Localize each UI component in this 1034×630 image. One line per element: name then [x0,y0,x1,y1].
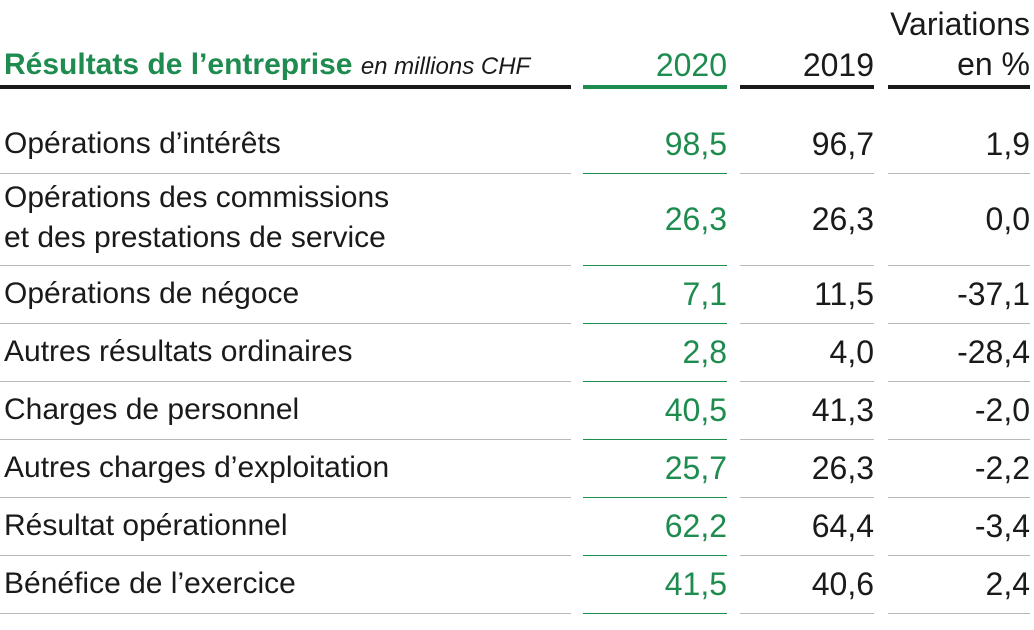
row-divider [888,497,1030,498]
value-2020: 98,5 [664,126,727,162]
value-2020: 7,1 [682,276,727,312]
row-divider [740,555,874,556]
row-divider [888,381,1030,382]
header-rule-variation [888,85,1030,89]
title-main: Résultats de l’entreprise [4,48,353,81]
row-divider [888,265,1030,266]
table-row: Bénéfice de l’exercice 41,5 40,6 2,4 [0,556,1034,614]
row-divider [0,173,571,174]
header-rule-2020 [583,85,727,89]
row-divider [0,323,571,324]
table-title: Résultats de l’entreprise en millions CH… [4,46,530,86]
column-header-2020: 2020 [655,47,727,83]
row-divider-2020 [583,555,727,556]
value-2020: 25,7 [664,450,727,486]
value-2019: 41,3 [811,392,874,428]
row-divider [888,613,1030,614]
value-2019: 64,4 [811,508,874,544]
header-rule-2019 [740,85,874,89]
value-2020: 26,3 [664,201,727,237]
row-label-line2: et des prestations de service [4,221,386,254]
row-divider [0,555,571,556]
column-header-2019: 2019 [802,47,874,83]
row-label: Autres résultats ordinaires [4,332,353,372]
table-row: Charges de personnel 40,5 41,3 -2,0 [0,382,1034,440]
row-label: Bénéfice de l’exercice [4,564,296,604]
row-divider [740,613,874,614]
row-divider [0,439,571,440]
value-variation: -2,2 [974,450,1030,486]
row-divider [740,381,874,382]
row-label-line1: Opérations de négoce [4,277,300,310]
row-divider [888,555,1030,556]
value-2020: 2,8 [682,334,727,370]
value-2019: 4,0 [829,334,874,370]
row-label-line1: Charges de personnel [4,393,300,426]
value-2020: 40,5 [664,392,727,428]
value-variation: -3,4 [974,508,1030,544]
row-label: Résultat opérationnel [4,506,288,546]
row-divider [740,265,874,266]
table-row: Opérations des commissions et des presta… [0,174,1034,266]
row-divider [0,497,571,498]
value-2020: 41,5 [664,566,727,602]
row-label-line1: Autres résultats ordinaires [4,335,353,368]
table-row: Autres charges d’exploitation 25,7 26,3 … [0,440,1034,498]
variation-header-line1: Variations [890,6,1030,42]
row-divider-2020 [583,613,727,614]
row-divider [888,173,1030,174]
value-variation: 0,0 [985,201,1030,237]
value-2019: 40,6 [811,566,874,602]
row-label-line1: Bénéfice de l’exercice [4,567,296,600]
row-label: Opérations de négoce [4,274,299,314]
table-row: Opérations de négoce 7,1 11,5 -37,1 [0,266,1034,324]
row-label: Opérations d’intérêts [4,124,281,164]
row-divider [740,439,874,440]
row-divider-2020 [583,265,727,266]
value-2020: 62,2 [664,508,727,544]
row-divider [740,497,874,498]
row-divider-2020 [583,173,727,174]
row-divider-2020 [583,439,727,440]
title-unit: en millions CHF [360,53,531,80]
row-divider [0,381,571,382]
row-divider [888,439,1030,440]
row-divider-2020 [583,323,727,324]
table-header: Résultats de l’entreprise en millions CH… [0,0,1034,92]
row-label: Opérations des commissions et des presta… [4,178,389,258]
value-variation: -37,1 [957,276,1030,312]
row-divider-2020 [583,381,727,382]
value-variation: 2,4 [985,566,1030,602]
table-row: Autres résultats ordinaires 2,8 4,0 -28,… [0,324,1034,382]
value-variation: -28,4 [957,334,1030,370]
row-divider [888,323,1030,324]
value-2019: 96,7 [811,126,874,162]
column-header-variation: Variations en % [888,4,1030,84]
value-variation: -2,0 [974,392,1030,428]
row-divider [740,323,874,324]
variation-header-line2: en % [957,46,1030,82]
value-2019: 26,3 [811,450,874,486]
row-label-line1: Autres charges d’exploitation [4,451,390,484]
row-divider [740,173,874,174]
row-label-line1: Opérations d’intérêts [4,127,281,160]
row-label: Charges de personnel [4,390,299,430]
row-divider-2020 [583,497,727,498]
table-row: Opérations d’intérêts 98,5 96,7 1,9 [0,116,1034,174]
row-divider [0,265,571,266]
header-rule-label [0,85,571,89]
value-2019: 26,3 [811,201,874,237]
value-variation: 1,9 [985,126,1030,162]
table-row: Résultat opérationnel 62,2 64,4 -3,4 [0,498,1034,556]
row-label: Autres charges d’exploitation [4,448,389,488]
row-label-line1: Résultat opérationnel [4,509,288,542]
value-2019: 11,5 [814,276,874,312]
row-label-line1: Opérations des commissions [4,181,390,214]
row-divider [0,613,571,614]
